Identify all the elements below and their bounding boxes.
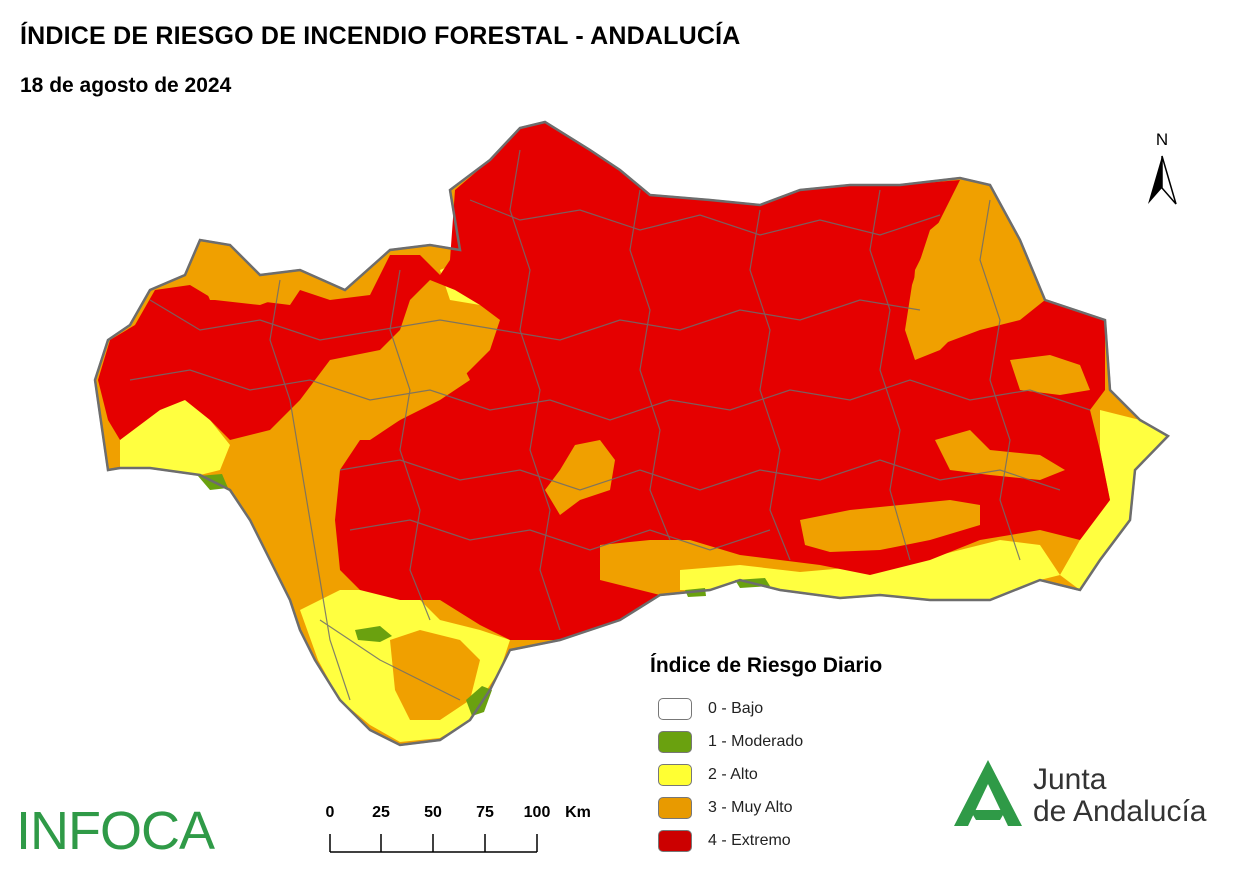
region-alto-east: [1060, 410, 1168, 590]
scale-bar: 0 25 50 75 100 Km: [318, 800, 591, 860]
municipal-boundaries: [129, 149, 1091, 701]
region-moderado-1: [355, 626, 392, 642]
legend-item-extremo: 4 - Extremo: [650, 824, 882, 857]
region-moderado-2: [466, 686, 492, 716]
region-muy-alto-granada: [800, 500, 980, 552]
scale-tick-50: 50: [424, 804, 442, 821]
legend-item-bajo: 0 - Bajo: [650, 692, 882, 725]
region-muy-alto-cordoba-c: [545, 440, 615, 515]
scale-tick-25: 25: [372, 804, 390, 821]
legend-swatch-muy-alto: [658, 796, 692, 819]
region-muy-alto-cadiz: [390, 630, 480, 720]
map-title: ÍNDICE DE RIESGO DE INCENDIO FORESTAL - …: [20, 22, 741, 50]
scale-tick-100: 100: [523, 804, 551, 821]
region-muy-alto-sevilla-n: [340, 350, 470, 440]
scale-unit: Km: [565, 804, 591, 821]
legend-label-muy-alto: 3 - Muy Alto: [708, 798, 793, 816]
scale-tick-0: 0: [325, 804, 335, 821]
north-arrow-icon: [1148, 155, 1177, 205]
region-muy-alto-almeria-n: [935, 430, 1065, 480]
scale-tick-75: 75: [476, 804, 494, 821]
legend-swatch-moderado: [658, 730, 692, 753]
legend-label-alto: 2 - Alto: [708, 765, 758, 783]
legend-swatch-extremo: [658, 829, 692, 852]
junta-line1: Junta: [1033, 763, 1107, 796]
region-muy-alto-huelva-n: [195, 260, 300, 305]
legend-item-alto: 2 - Alto: [650, 758, 882, 791]
legend-label-moderado: 1 - Moderado: [708, 732, 804, 750]
andalucia-outline: [93, 120, 1171, 747]
infoca-logo: INFOCA: [16, 801, 215, 861]
legend-item-moderado: 1 - Moderado: [650, 725, 882, 758]
legend-swatch-alto: [658, 763, 692, 786]
legend: Índice de Riesgo Diario 0 - Bajo 1 - Mod…: [650, 654, 882, 857]
legend-item-muy-alto: 3 - Muy Alto: [650, 791, 882, 824]
region-muy-alto-almeria-e: [1010, 355, 1090, 395]
map-date: 18 de agosto de 2024: [20, 74, 232, 97]
north-arrow: N: [1140, 130, 1184, 210]
junta-logo-icon: [954, 760, 1022, 826]
legend-swatch-bajo: [658, 697, 692, 720]
north-label: N: [1155, 130, 1169, 149]
junta-de-andalucia-logo: Junta de Andalucía: [950, 758, 1220, 830]
legend-label-bajo: 0 - Bajo: [708, 699, 764, 717]
region-muy-alto-jaen-e: [905, 195, 1030, 360]
legend-title: Índice de Riesgo Diario: [650, 654, 883, 677]
junta-line2: de Andalucía: [1033, 795, 1207, 828]
scale-ruler: [329, 834, 538, 853]
legend-label-extremo: 4 - Extremo: [708, 831, 791, 849]
